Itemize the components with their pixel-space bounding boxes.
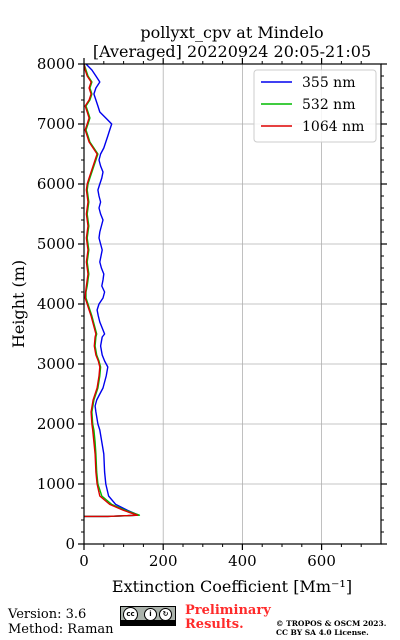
cc-by-sa-badge-icon: cc i ↻ [120,606,176,626]
method-text: Method: Raman [8,622,114,637]
y-tick-label-0: 0 [65,535,75,553]
chart-title: pollyxt_cpv at Mindelo [140,23,323,42]
y-tick-label-7: 7000 [37,115,75,133]
y-axis-label: Height (m) [9,260,28,348]
legend-label-2: 1064 nm [302,119,364,135]
preliminary-text-line2: Results. [185,617,244,632]
version-text: Version: 3.6 [8,607,87,622]
y-tick-label-2: 2000 [37,415,75,433]
legend: 355 nm 532 nm 1064 nm [253,69,377,143]
x-tick-label-2: 400 [228,552,257,570]
series-lines [83,63,141,518]
series-line-1064-nm [83,63,139,518]
y-tick-label-3: 3000 [37,355,75,373]
y-tick-label-8: 8000 [37,55,75,73]
chart-subtitle: [Averaged] 20220924 20:05-21:05 [93,42,371,61]
axis-ticks: 0 200 400 600010002000300040005000600070008… [37,55,387,570]
copyright-line1: © TROPOS & OSCM 2023. [276,619,387,628]
copyright-line2: CC BY SA 4.0 License. [276,628,369,637]
y-tick-label-5: 5000 [37,235,75,253]
preliminary-text-line1: Preliminary [185,603,271,618]
y-tick-label-6: 6000 [37,175,75,193]
plot-frame [83,63,382,545]
legend-label-1: 532 nm [302,97,355,113]
y-tick-label-4: 4000 [37,295,75,313]
legend-box [253,69,377,143]
x-tick-label-3: 600 [307,552,336,570]
series-line-532-nm [83,63,141,518]
x-tick-label-0: 0 [79,552,89,570]
x-tick-label-1: 200 [149,552,178,570]
y-tick-label-1: 1000 [37,475,75,493]
series-line-355-nm [84,63,140,518]
x-axis-label: Extinction Coefficient [Mm⁻¹] [112,577,352,596]
legend-label-0: 355 nm [302,75,355,91]
